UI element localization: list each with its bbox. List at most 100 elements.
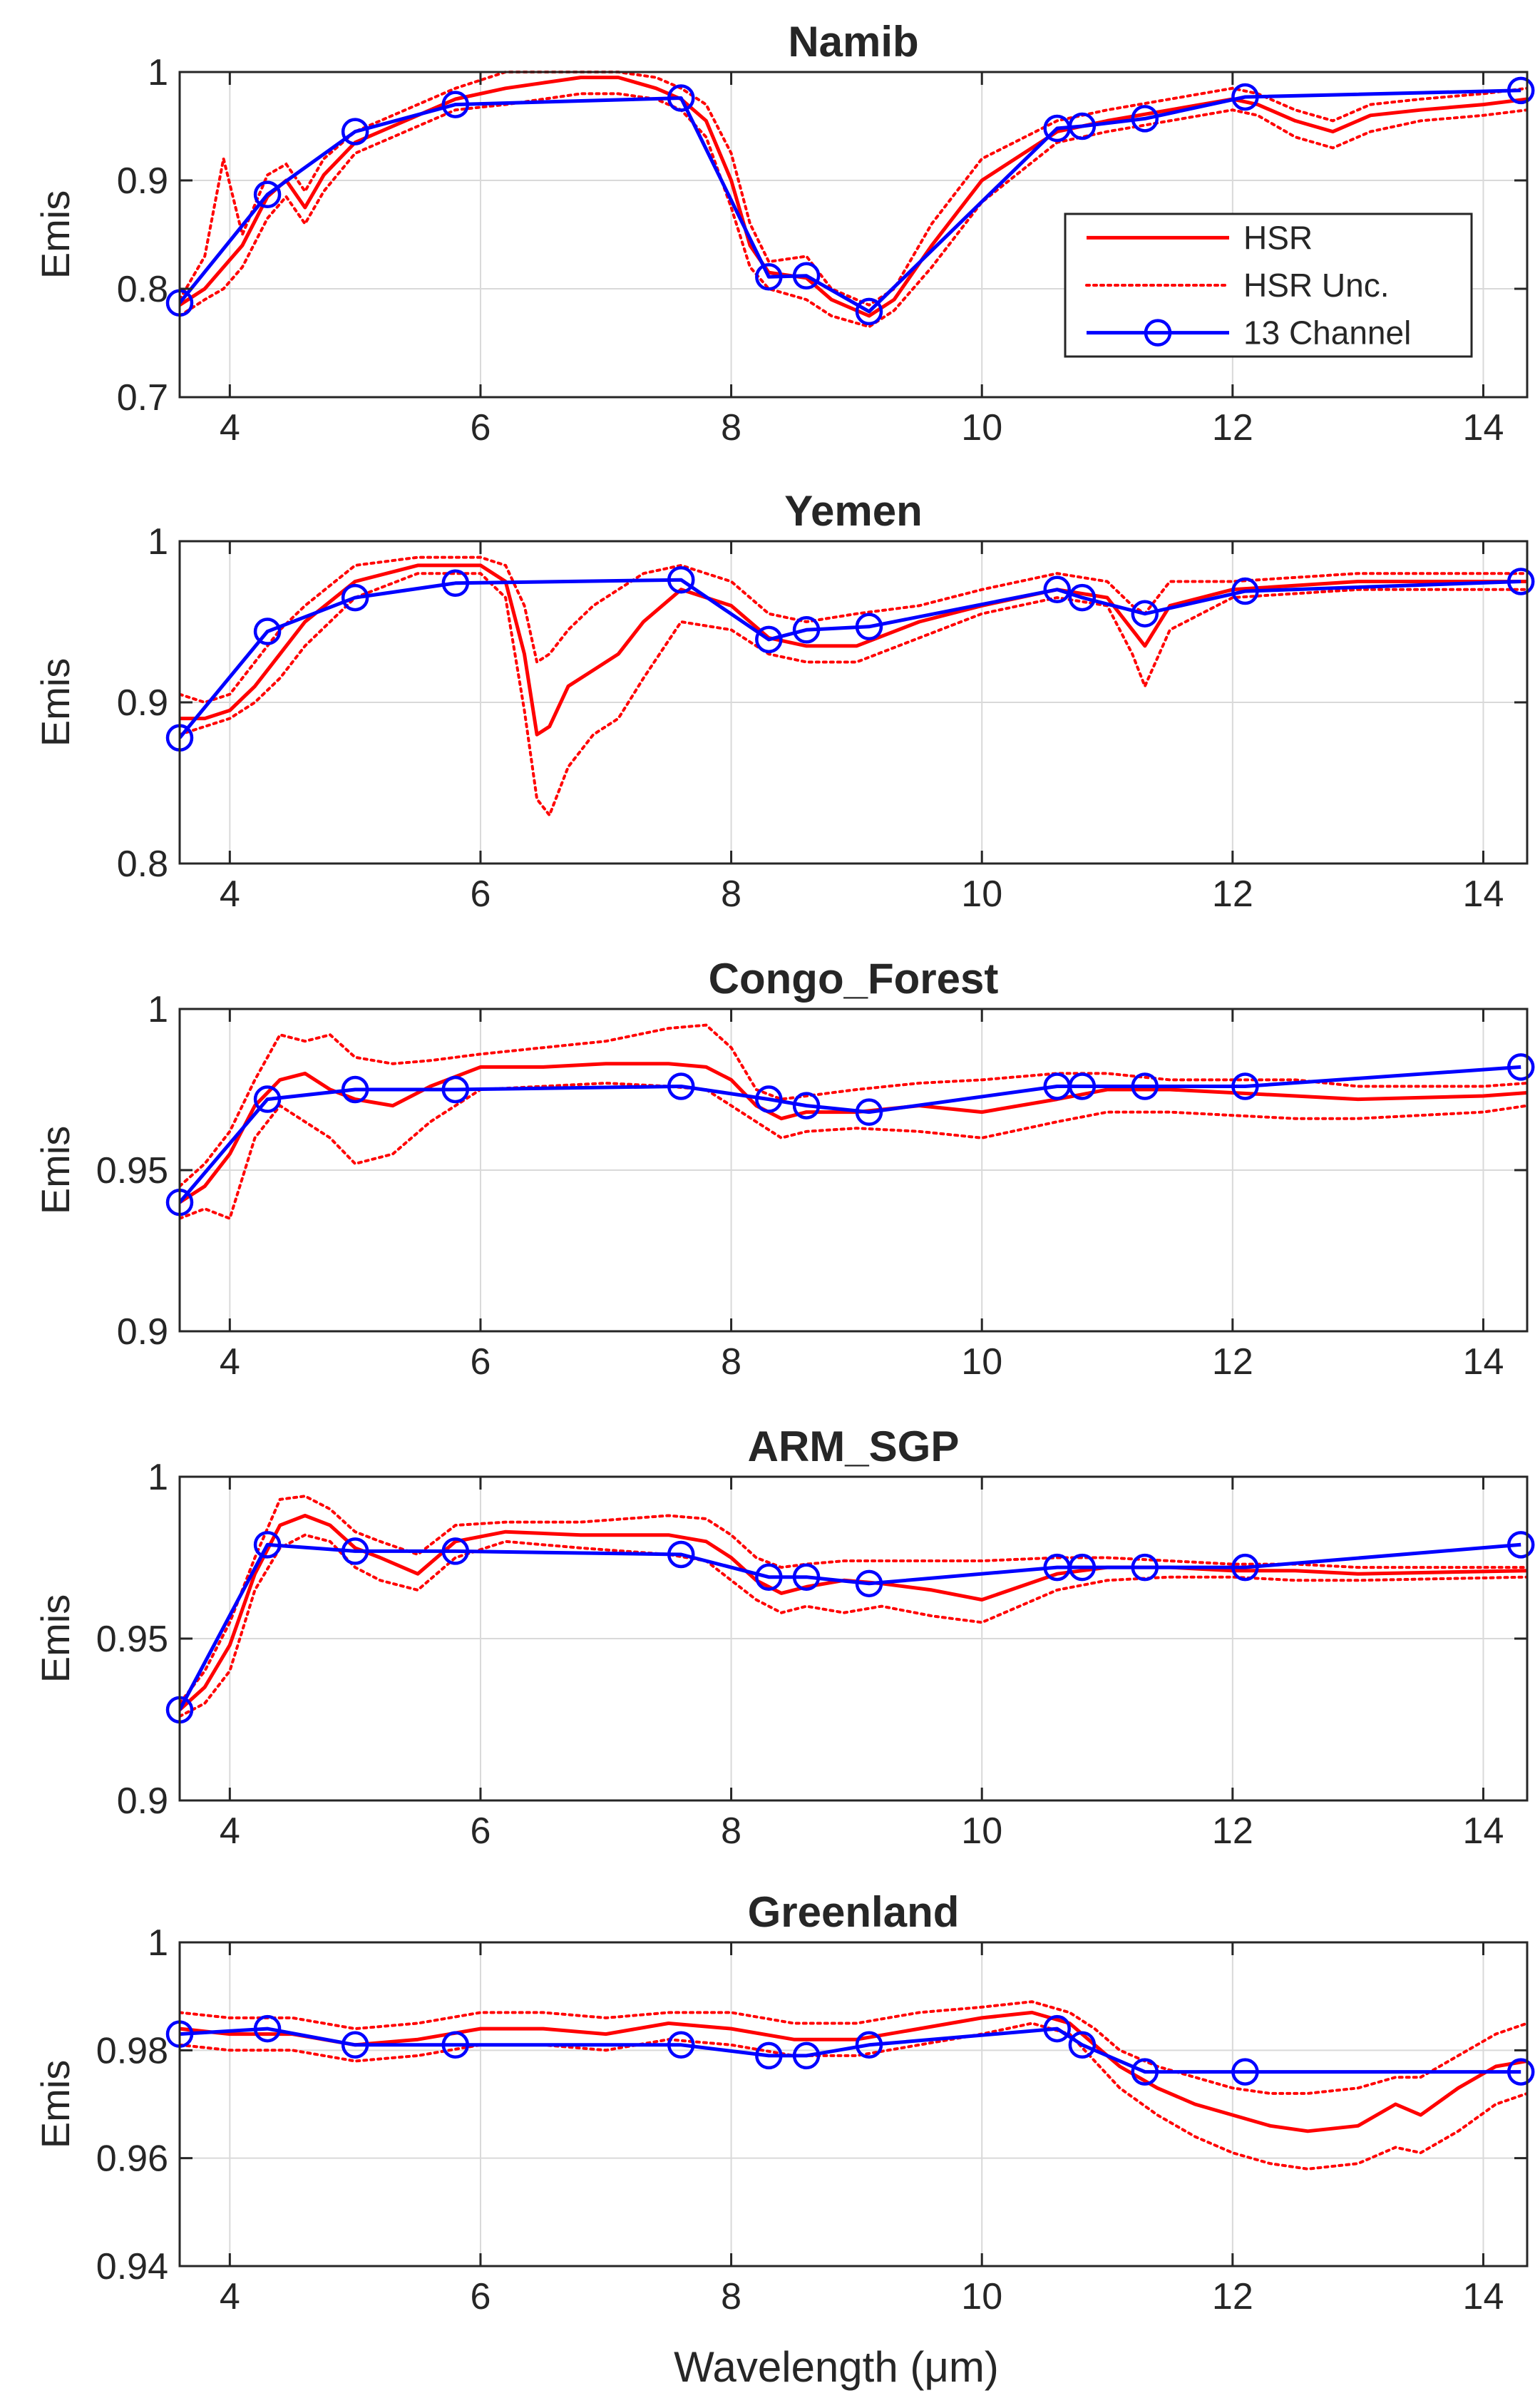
channel-line (180, 578, 1521, 739)
y-tick-label: 0.9 (117, 1311, 168, 1353)
channel-point (441, 91, 470, 118)
panel-yemen: 4 6 8 10 12 14 0.8 0.9 1 Yemen Emis (33, 487, 1535, 915)
channel-point (855, 1569, 883, 1598)
channel-point (341, 118, 369, 145)
channel-point (667, 2031, 695, 2059)
x-tick-label: 6 (470, 1341, 491, 1383)
legend: HSR HSR Unc. 13 Channel (1064, 212, 1473, 358)
hsr-unc-line (180, 1081, 1527, 1221)
channel-point (253, 180, 282, 209)
channel-point (1068, 1553, 1097, 1582)
data-group (180, 1023, 1527, 1221)
x-tick-label: 8 (721, 1341, 741, 1383)
x-tick-label: 10 (961, 873, 1002, 915)
panel-arm-sgp: 4 6 8 10 12 14 0.9 0.95 1 ARM_SGP Emis (33, 1423, 1535, 1852)
channel-point (1506, 568, 1535, 595)
hsr-unc-line (180, 92, 1527, 329)
y-axis-label: Emis (33, 1594, 78, 1683)
y-tick-label: 0.8 (117, 269, 168, 310)
x-tick-label: 6 (470, 2276, 491, 2317)
y-axis-label: Emis (33, 1126, 78, 1214)
x-tick-label: 8 (721, 873, 741, 915)
channel-point (341, 1537, 369, 1565)
y-tick-label: 0.94 (96, 2246, 168, 2287)
channel-point (1068, 112, 1097, 140)
y-tick-label: 0.95 (96, 1150, 168, 1192)
hsr-unc-line (180, 71, 1527, 307)
data-group (180, 555, 1527, 819)
channel-point (1131, 105, 1159, 133)
panel-title: Namib (788, 18, 918, 66)
channel-point (755, 1085, 783, 1113)
channel-point (1068, 2031, 1097, 2059)
x-tick-label: 14 (1463, 407, 1504, 449)
channel-point (855, 613, 883, 641)
channel-point (1506, 1531, 1535, 1559)
y-tick-label: 1 (148, 989, 168, 1030)
channel-point (792, 616, 821, 644)
x-tick-label: 10 (961, 1341, 1002, 1383)
panel-title: ARM_SGP (748, 1423, 960, 1470)
x-tick-label: 4 (220, 1810, 240, 1852)
channel-point (755, 1563, 783, 1591)
channel-point (1231, 83, 1259, 111)
x-tick-label: 10 (961, 407, 1002, 449)
channel-point (667, 565, 695, 594)
channel-point (253, 2014, 282, 2043)
channel-point (341, 2031, 369, 2059)
channel-point (855, 1098, 883, 1126)
y-tick-label: 0.8 (117, 844, 168, 885)
channel-point (1131, 1072, 1159, 1100)
y-tick-label: 1 (148, 52, 168, 93)
plot-area (180, 1942, 1527, 2266)
y-tick-label: 1 (148, 521, 168, 563)
x-tick-label: 14 (1463, 2276, 1504, 2317)
hsr-line (180, 1062, 1527, 1204)
channel-line (180, 88, 1521, 314)
channel-point (792, 2041, 821, 2070)
legend-label: 13 Channel (1243, 314, 1411, 352)
data-group (180, 71, 1527, 329)
channel-point (1231, 1072, 1259, 1100)
legend-swatch-marker (1144, 319, 1172, 347)
channel-point (1068, 1072, 1097, 1100)
channel-point (1231, 2058, 1259, 2086)
y-tick-label: 1 (148, 1457, 168, 1498)
channel-point (441, 1537, 470, 1565)
channel-point (253, 618, 282, 645)
channel-point (755, 625, 783, 654)
y-tick-label: 0.98 (96, 2030, 168, 2071)
x-tick-label: 12 (1212, 2276, 1253, 2317)
y-tick-label: 0.95 (96, 1619, 168, 1660)
x-tick-label: 4 (220, 407, 240, 449)
x-tick-label: 10 (961, 1810, 1002, 1852)
channel-point (441, 2031, 470, 2059)
channel-point (792, 1092, 821, 1119)
channel-point (792, 1563, 821, 1591)
hsr-unc-line (180, 2022, 1527, 2171)
x-tick-label: 8 (721, 407, 741, 449)
channel-line (180, 1065, 1521, 1204)
channel-line (180, 2026, 1521, 2074)
hsr-unc-line (180, 2000, 1527, 2095)
channel-point (855, 2031, 883, 2059)
x-tick-label: 12 (1212, 407, 1253, 449)
x-tick-label: 8 (721, 2276, 741, 2317)
channel-point (1043, 575, 1071, 604)
channel-point (341, 1075, 369, 1104)
x-tick-label: 6 (470, 407, 491, 449)
panel-title: Congo_Forest (709, 955, 999, 1003)
axes-box (178, 1941, 1529, 2268)
channel-point (1506, 1053, 1535, 1081)
x-tick-label: 6 (470, 873, 491, 915)
y-axis-label: Emis (33, 658, 78, 747)
x-tick-label: 4 (220, 1341, 240, 1383)
channel-point (755, 2041, 783, 2070)
channel-point (667, 84, 695, 112)
x-tick-label: 4 (220, 2276, 240, 2317)
x-tick-label: 8 (721, 1810, 741, 1852)
channel-point (755, 263, 783, 291)
y-tick-label: 0.7 (117, 377, 168, 419)
